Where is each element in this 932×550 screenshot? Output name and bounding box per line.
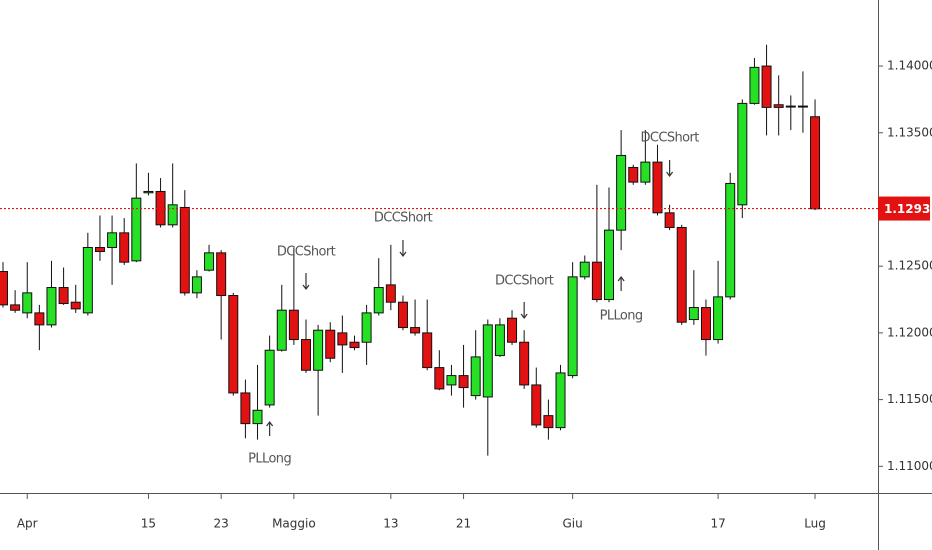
candle-body: [482, 324, 493, 398]
candle-body: [494, 324, 505, 357]
candle-body: [773, 104, 784, 108]
current-price-label: 1.12932: [884, 202, 932, 216]
candle-body: [567, 276, 578, 377]
candle-body: [228, 295, 239, 394]
annotation-arrow-head: [399, 251, 407, 257]
candle-body: [70, 301, 81, 310]
candle-body: [252, 409, 263, 425]
candle-body: [555, 372, 566, 429]
annotation-label: PLLong: [248, 452, 291, 467]
candle-body: [373, 287, 384, 314]
candle-body: [397, 301, 408, 329]
candle-body: [10, 304, 21, 311]
candle-body: [519, 341, 530, 386]
x-tick-label: 21: [456, 517, 471, 531]
candle-body: [749, 66, 760, 104]
candle-body: [349, 341, 360, 349]
candle-body: [458, 375, 469, 389]
y-tick-label: 1.13500: [887, 125, 932, 139]
annotation-label: DCCShort: [277, 245, 336, 260]
x-tick-label: 17: [710, 517, 725, 531]
candle-body: [470, 356, 481, 397]
candle-body: [191, 276, 202, 294]
candle-body: [652, 161, 663, 214]
candle-body: [543, 415, 554, 429]
annotation-arrow-head: [617, 276, 625, 282]
current-price-box: [878, 196, 930, 221]
annotation-arrow-head: [302, 284, 310, 290]
candle-body: [0, 271, 8, 306]
candle-body: [640, 161, 651, 183]
x-tick-label: 13: [383, 517, 398, 531]
candle-body: [422, 332, 433, 369]
candle-body: [810, 116, 821, 210]
x-tick-label: 23: [214, 517, 229, 531]
candle-body: [179, 206, 190, 294]
annotation-label: PLLong: [600, 309, 643, 324]
annotation-label: DCCShort: [495, 274, 554, 289]
candle-body: [131, 197, 142, 262]
candle-body: [22, 292, 33, 314]
candle-body: [700, 307, 711, 341]
candle-body: [325, 329, 336, 359]
annotation-label: DCCShort: [640, 131, 699, 146]
candle-body: [58, 287, 69, 305]
candle-body: [119, 232, 130, 263]
annotation-arrow-head: [520, 313, 528, 319]
candle-body: [276, 309, 287, 351]
candle-body: [664, 212, 675, 228]
annotation-arrow-head: [666, 171, 674, 177]
candle-body: [240, 392, 251, 425]
candle-body: [579, 261, 590, 278]
candle-body: [167, 204, 178, 226]
x-tick-label: Giu: [563, 517, 583, 531]
candle-body: [107, 232, 118, 249]
candle-body: [713, 296, 724, 341]
y-tick-label: 1.11000: [887, 459, 932, 473]
candle-body: [216, 252, 227, 297]
candle-body: [143, 190, 154, 194]
candle-body: [797, 105, 808, 108]
candle-body: [761, 65, 772, 108]
x-tick-label: 15: [141, 517, 156, 531]
candle-body: [264, 349, 275, 406]
x-tick-label: Apr: [17, 517, 38, 531]
candle-body: [507, 317, 518, 343]
annotation-arrow-head: [266, 421, 274, 427]
annotation-label: DCCShort: [374, 211, 433, 226]
candle-body: [604, 229, 614, 301]
candle-body: [313, 329, 324, 371]
candle-body: [628, 166, 639, 183]
y-tick-label: 1.12500: [887, 259, 932, 273]
candle-body: [94, 247, 105, 253]
candle-body: [434, 367, 445, 390]
candle-body: [385, 284, 396, 303]
candle-body: [616, 154, 627, 231]
candle-body: [204, 252, 215, 271]
candle-body: [688, 307, 699, 321]
candle-body: [82, 247, 93, 314]
candle-body: [591, 261, 602, 301]
candle-body: [46, 287, 57, 326]
y-tick-label: 1.14000: [887, 59, 932, 73]
candle-body: [34, 312, 45, 326]
candle-body: [410, 327, 421, 334]
candle-body: [446, 375, 457, 386]
candle-body: [785, 105, 796, 108]
y-tick-label: 1.12000: [887, 325, 932, 339]
x-tick-label: Maggio: [272, 517, 316, 531]
candle-body: [531, 384, 542, 426]
y-tick-label: 1.11500: [887, 392, 932, 406]
candle-body: [737, 102, 748, 206]
candle-body: [676, 226, 687, 323]
candle-body: [725, 182, 736, 298]
candle-body: [301, 339, 311, 371]
x-tick-label: Lug: [804, 517, 826, 531]
candle-body: [337, 332, 348, 346]
candle-body: [361, 312, 372, 343]
candle-body: [288, 309, 299, 341]
